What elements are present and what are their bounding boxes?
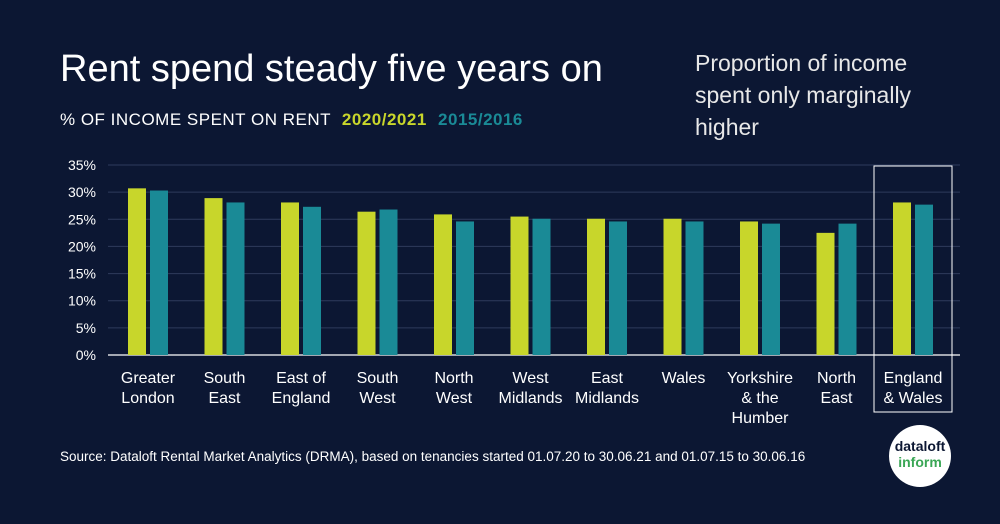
y-tick-label: 35% — [68, 157, 96, 173]
bar-2020-2021 — [434, 214, 452, 355]
legend-2020-2021: 2020/2021 — [341, 110, 427, 129]
bar-2015-2016 — [379, 209, 398, 355]
bar-2015-2016 — [532, 218, 551, 355]
y-tick-label: 10% — [68, 293, 96, 309]
source-note: Source: Dataloft Rental Market Analytics… — [60, 449, 806, 464]
bar-2020-2021 — [893, 202, 911, 355]
bar-2015-2016 — [762, 223, 780, 355]
bar-2015-2016 — [915, 204, 933, 355]
legend-2015-2016: 2015/2016 — [438, 110, 523, 129]
bar-chart: 0% 5% 10% 15% 20% 25% 30% 35% Greater London South… — [68, 157, 960, 427]
bar-2015-2016 — [150, 190, 168, 355]
y-tick-label: 20% — [68, 238, 96, 254]
bar-2015-2016 — [226, 202, 245, 355]
x-category-label: North West — [434, 370, 473, 407]
x-category-label: West Midlands — [498, 370, 562, 407]
bar-2015-2016 — [609, 221, 627, 355]
x-category-label: East Midlands — [575, 370, 639, 407]
x-category-label: East of England — [272, 370, 331, 407]
bar-2015-2016 — [685, 221, 704, 355]
bar-2020-2021 — [128, 188, 146, 355]
bar-2020-2021 — [587, 218, 605, 355]
subtitle-label: % OF INCOME SPENT ON RENT — [60, 110, 331, 129]
y-tick-label: 15% — [68, 266, 96, 282]
y-tick-label: 0% — [76, 347, 96, 363]
bar-2020-2021 — [816, 232, 835, 355]
bar-2020-2021 — [740, 221, 758, 355]
highlight-box — [873, 165, 953, 413]
annotation-text: Proportion of income spent only marginal… — [695, 50, 912, 140]
bar-2020-2021 — [663, 218, 682, 355]
y-tick-label: 25% — [68, 211, 96, 227]
x-category-label: South East — [204, 370, 246, 407]
chart-title: Rent spend steady five years on — [60, 48, 603, 90]
x-category-label: Yorkshire & the Humber — [727, 370, 793, 427]
dataloft-inform-logo: dataloft inform — [889, 425, 951, 487]
bar-2020-2021 — [357, 211, 376, 355]
bar-2015-2016 — [456, 221, 474, 355]
bar-2020-2021 — [281, 202, 299, 355]
x-category-label: South West — [357, 370, 399, 407]
bar-2015-2016 — [303, 206, 321, 355]
bar-2015-2016 — [838, 223, 857, 355]
bar-2020-2021 — [204, 198, 223, 355]
chart-subtitle: % OF INCOME SPENT ON RENT 2020/2021 2015… — [60, 110, 523, 130]
bar-2020-2021 — [510, 216, 529, 355]
x-category-label: England & Wales — [884, 370, 943, 407]
logo-line-1: dataloft — [894, 438, 946, 454]
x-category-label: Greater London — [121, 370, 176, 407]
y-tick-label: 30% — [68, 184, 96, 200]
y-tick-label: 5% — [76, 320, 96, 336]
x-category-label: North East — [817, 370, 856, 407]
logo-line-2: inform — [898, 454, 942, 470]
x-category-label: Wales — [662, 370, 706, 387]
